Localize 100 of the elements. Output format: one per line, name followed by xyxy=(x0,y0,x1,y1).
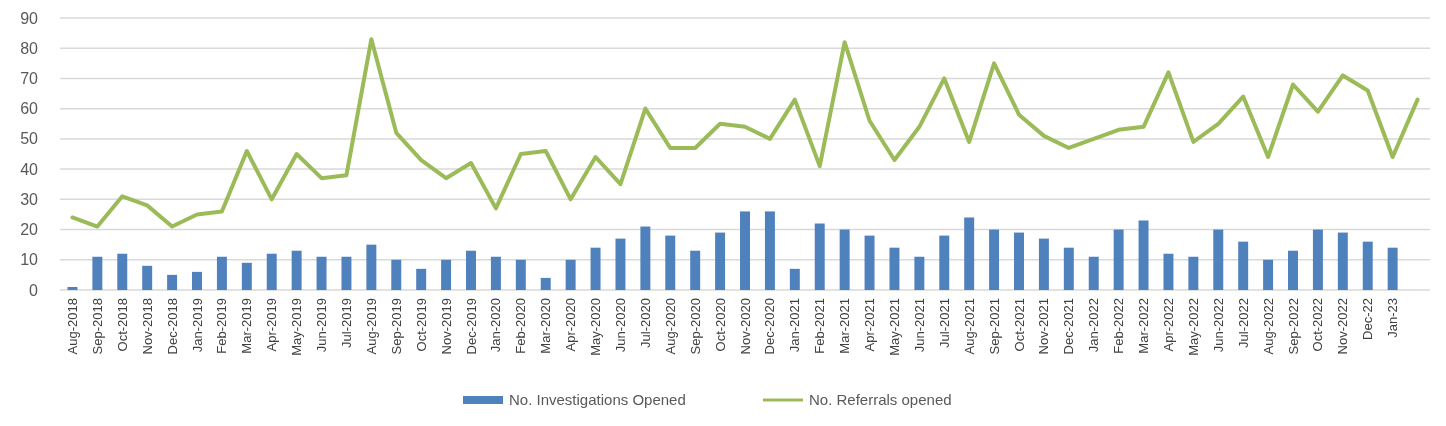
x-tick-label: Feb-2021 xyxy=(812,298,828,354)
x-tick-label: Jan-2022 xyxy=(1086,298,1102,353)
bar xyxy=(565,259,576,290)
x-tick-label: Nov-2020 xyxy=(737,298,753,355)
bar xyxy=(914,256,925,290)
bar xyxy=(366,244,377,290)
x-tick-label: Apr-2022 xyxy=(1161,298,1176,352)
bar xyxy=(665,235,676,290)
bar xyxy=(216,256,227,290)
bar xyxy=(1238,241,1249,290)
bar xyxy=(192,271,202,290)
x-tick-label: Sep-2020 xyxy=(687,298,703,355)
x-tick-label: Apr-2021 xyxy=(862,298,878,352)
bar xyxy=(1312,229,1323,290)
line-series xyxy=(70,37,1420,229)
x-tick-label: Jun-2022 xyxy=(1210,298,1226,353)
bar xyxy=(167,274,178,290)
bar xyxy=(615,238,626,290)
x-tick-label: May-2022 xyxy=(1185,298,1201,356)
bar xyxy=(241,262,252,290)
x-tick-label: Oct-2020 xyxy=(712,298,728,352)
bar xyxy=(1337,232,1348,290)
bar xyxy=(1088,256,1099,290)
x-tick-label: Apr-2020 xyxy=(563,298,579,352)
x-tick-label: Aug-2018 xyxy=(65,298,80,355)
y-tick-label: 10 xyxy=(20,251,39,269)
y-tick-label: 60 xyxy=(20,100,39,118)
bar xyxy=(1387,247,1398,290)
bar xyxy=(391,259,402,290)
x-tick-label: Aug-2019 xyxy=(363,298,379,355)
bar xyxy=(316,256,327,290)
y-tick-label: 80 xyxy=(20,39,39,57)
bar xyxy=(864,235,875,290)
y-tick-label: 40 xyxy=(20,160,39,178)
x-tick-label: Oct-2022 xyxy=(1310,298,1326,352)
legend-label: No. Referrals opened xyxy=(809,391,952,409)
x-tick-label: Sep-2018 xyxy=(89,298,105,355)
x-tick-label: May-2020 xyxy=(588,298,604,356)
bar xyxy=(1288,250,1298,290)
bar xyxy=(814,223,825,290)
bar xyxy=(1163,253,1174,290)
bar xyxy=(515,259,526,290)
y-tick-label: 0 xyxy=(29,281,39,299)
x-tick-label: Dec-2020 xyxy=(762,298,778,355)
x-tick-label: Jan-2020 xyxy=(488,298,504,353)
bar xyxy=(490,256,501,290)
bar xyxy=(117,253,128,290)
y-tick-label: 70 xyxy=(20,70,39,88)
x-tick-label: Dec-2019 xyxy=(463,298,479,355)
bar xyxy=(939,235,950,290)
bar xyxy=(1188,256,1199,290)
bar xyxy=(964,217,975,290)
x-tick-label: Jan-23 xyxy=(1385,298,1401,338)
bar xyxy=(1362,241,1373,290)
bar xyxy=(764,211,775,290)
x-tick-label: May-2019 xyxy=(289,298,305,356)
x-tick-label: Oct-2021 xyxy=(1011,298,1027,352)
x-tick-label: Aug-2020 xyxy=(662,298,678,355)
x-tick-label: Nov-2018 xyxy=(139,298,155,355)
bar xyxy=(789,268,800,290)
x-tick-label: Dec-22 xyxy=(1360,298,1376,340)
bar xyxy=(839,229,850,290)
bar xyxy=(416,268,427,290)
bar xyxy=(1038,238,1049,290)
bar xyxy=(92,256,103,290)
legend-label: No. Investigations Opened xyxy=(509,391,686,409)
x-tick-label: Jun-2021 xyxy=(911,298,927,353)
x-tick-label: Sep-2021 xyxy=(986,298,1002,355)
bar xyxy=(142,265,153,290)
x-tick-label: Sep-2019 xyxy=(388,298,404,355)
bar xyxy=(715,232,726,290)
bar xyxy=(1014,232,1024,290)
x-tick-label: Aug-2021 xyxy=(961,298,977,355)
x-tick-label: Feb-2019 xyxy=(214,298,230,354)
x-tick-label: Jul-2022 xyxy=(1235,298,1251,348)
x-tick-label: Feb-2020 xyxy=(513,298,529,354)
x-tick-label: Dec-2021 xyxy=(1061,298,1077,355)
bar xyxy=(590,247,601,290)
bar xyxy=(740,211,750,290)
x-tick-label: Mar-2022 xyxy=(1136,298,1152,354)
x-tick-label: Jul-2019 xyxy=(339,298,354,348)
bar xyxy=(1063,247,1074,290)
x-tick-label: Mar-2019 xyxy=(239,298,255,354)
y-tick-label: 30 xyxy=(20,190,39,208)
bar xyxy=(1138,220,1149,290)
x-tick-label: Jun-2019 xyxy=(314,298,330,353)
x-tick-label: Jul-2020 xyxy=(637,298,653,348)
x-tick-label: Apr-2019 xyxy=(264,298,280,352)
x-tick-label: Jan-2019 xyxy=(189,298,205,353)
x-tick-label: Jul-2021 xyxy=(936,298,952,348)
x-tick-label: Oct-2019 xyxy=(413,298,429,352)
x-tick-label: Feb-2022 xyxy=(1111,298,1127,354)
x-tick-label: Mar-2020 xyxy=(538,298,554,354)
x-tick-label: Aug-2022 xyxy=(1260,298,1276,355)
bar xyxy=(640,226,651,290)
y-tick-label: 50 xyxy=(20,130,39,148)
x-tick-label: May-2021 xyxy=(887,298,902,356)
bar xyxy=(266,253,277,290)
y-tick-label: 20 xyxy=(20,221,39,239)
bar xyxy=(466,250,476,290)
